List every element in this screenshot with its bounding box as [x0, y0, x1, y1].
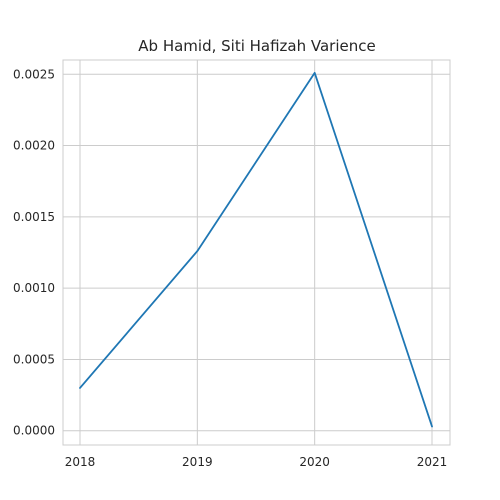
plot-frame — [62, 59, 451, 446]
grid — [63, 60, 450, 445]
y-tick-label: 0.0020 — [13, 139, 55, 153]
y-tick-label: 0.0000 — [13, 424, 55, 438]
y-tick-label: 0.0010 — [13, 281, 55, 295]
y-tick-label: 0.0025 — [13, 67, 55, 81]
y-tick-label: 0.0015 — [13, 210, 55, 224]
series — [79, 71, 433, 428]
x-axis-ticks: 2018 2019 2020 2021 — [65, 455, 448, 469]
x-tick-label: 2021 — [417, 455, 448, 469]
chart-title: Ab Hamid, Siti Hafizah Varience — [138, 37, 375, 55]
x-tick-label: 2020 — [299, 455, 330, 469]
y-axis-ticks: 0.0000 0.0005 0.0010 0.0015 0.0020 0.0025 — [13, 67, 55, 437]
x-tick-label: 2019 — [182, 455, 213, 469]
y-tick-label: 0.0005 — [13, 352, 55, 366]
x-tick-label: 2018 — [65, 455, 96, 469]
series-line — [79, 71, 433, 428]
